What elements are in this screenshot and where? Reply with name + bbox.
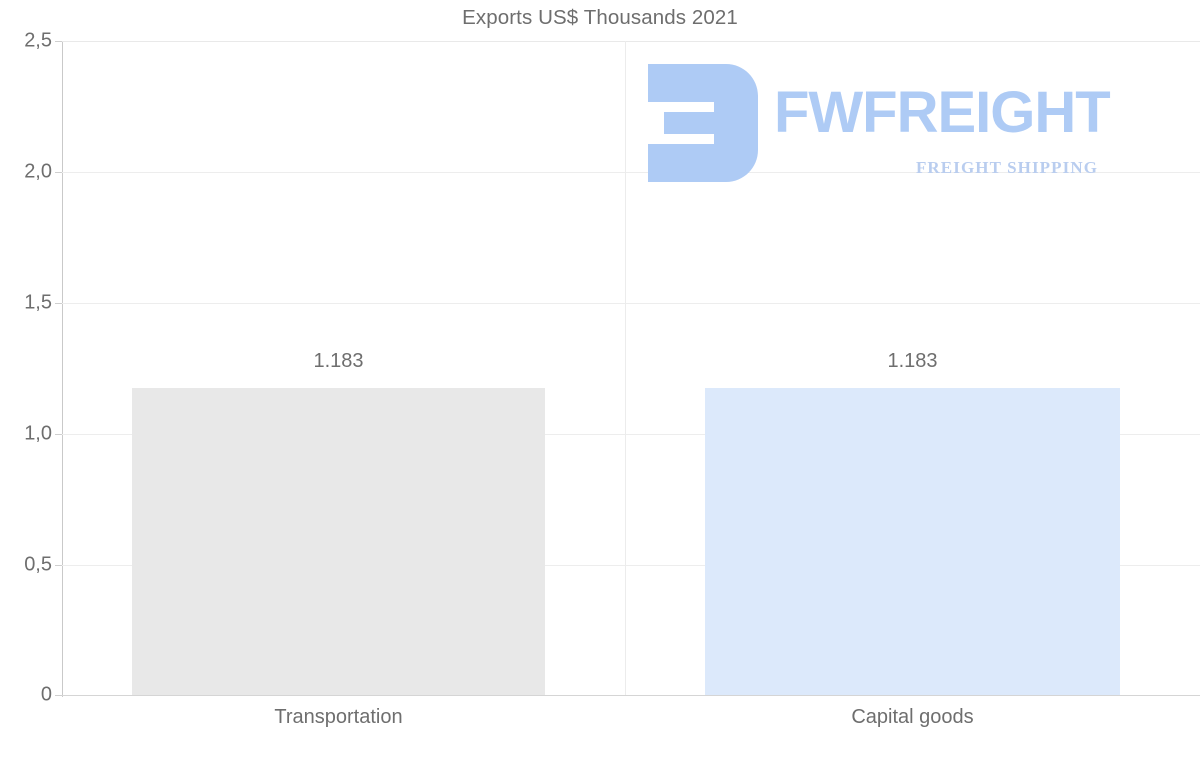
y-tick-mark-0-5: [55, 565, 62, 566]
bar-transportation[interactable]: [132, 388, 545, 695]
x-axis-label-capital-goods: Capital goods: [851, 706, 974, 728]
gridline-1-5: [62, 303, 1200, 304]
y-tick-mark-2-5: [55, 41, 62, 42]
bar-value-label-transportation: 1.183: [313, 350, 364, 372]
y-axis-tick-label-2-5: 2,5: [24, 29, 52, 52]
y-axis-tick-label-1-0: 1,0: [24, 422, 52, 445]
y-axis-tick-label-0-5: 0,5: [24, 553, 52, 576]
y-tick-mark-0: [55, 695, 62, 696]
y-axis-labels: 2,5 2,0 1,5 1,0 0,5 0: [0, 0, 52, 763]
y-axis-tick-label-0: 0: [40, 683, 52, 706]
gridline-2-0: [62, 172, 1200, 173]
category-separator: [625, 41, 626, 695]
y-axis-tick-label-2-0: 2,0: [24, 160, 52, 183]
y-tick-mark-2-0: [55, 172, 62, 173]
y-tick-mark-1-0: [55, 434, 62, 435]
y-tick-mark-1-5: [55, 303, 62, 304]
plot-area: [55, 41, 1200, 696]
chart-title: Exports US$ Thousands 2021: [462, 6, 738, 29]
gridline-1-0: [62, 434, 1200, 435]
gridline-0-5: [62, 565, 1200, 566]
bar-capital-goods[interactable]: [705, 388, 1120, 695]
y-axis-tick-label-1-5: 1,5: [24, 291, 52, 314]
gridline-2-5: [62, 41, 1200, 42]
x-axis-label-transportation: Transportation: [274, 706, 403, 728]
x-axis-baseline: [62, 695, 1200, 696]
bar-value-label-capital-goods: 1.183: [887, 350, 938, 372]
y-axis-line: [62, 41, 63, 697]
